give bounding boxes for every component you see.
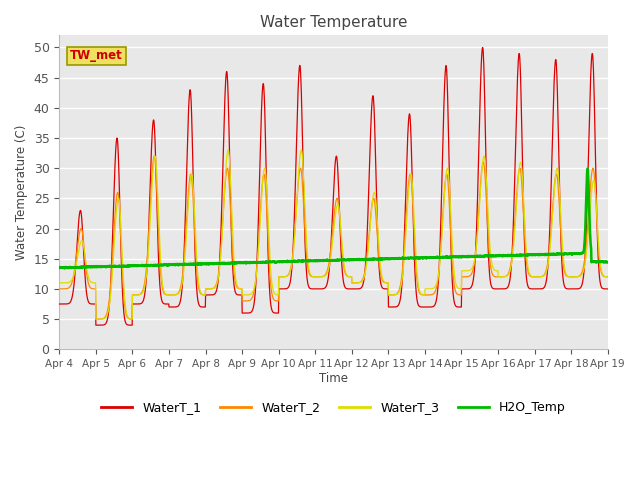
Y-axis label: Water Temperature (C): Water Temperature (C) — [15, 125, 28, 260]
Text: TW_met: TW_met — [70, 49, 123, 62]
X-axis label: Time: Time — [319, 372, 348, 385]
Legend: WaterT_1, WaterT_2, WaterT_3, H2O_Temp: WaterT_1, WaterT_2, WaterT_3, H2O_Temp — [96, 396, 571, 420]
Title: Water Temperature: Water Temperature — [260, 15, 407, 30]
